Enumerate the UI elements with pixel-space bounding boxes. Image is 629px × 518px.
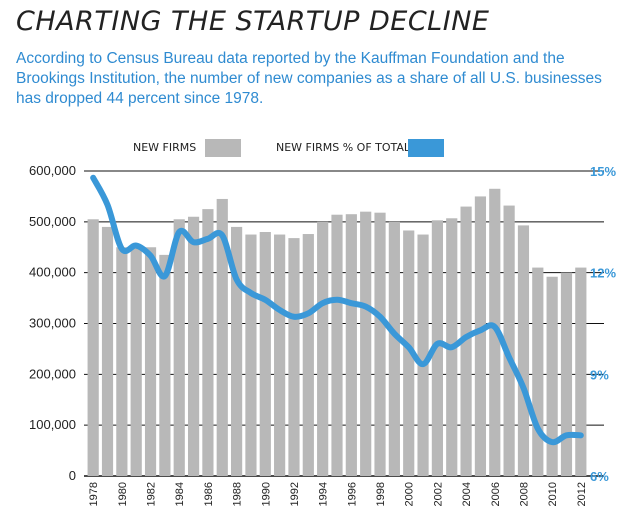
y-right-tick-label: 15% <box>590 164 616 179</box>
y-left-tick-label: 400,000 <box>29 265 76 280</box>
x-tick-label: 1994 <box>318 482 330 506</box>
x-tick-label: 2006 <box>490 482 502 506</box>
legend-swatch-new-firms <box>205 139 241 157</box>
y-right-tick-label: 9% <box>590 367 609 382</box>
x-tick-label: 2000 <box>404 482 416 506</box>
bar-new-firms <box>403 230 415 476</box>
y-left-tick-label: 600,000 <box>29 163 76 178</box>
bar-new-firms <box>288 238 300 476</box>
chart-title: CHARTING THE STARTUP DECLINE <box>16 6 490 37</box>
bar-new-firms <box>231 226 243 476</box>
x-tick-label: 2010 <box>547 482 559 506</box>
bar-new-firms <box>460 206 472 477</box>
bar-new-firms <box>216 198 228 477</box>
bar-new-firms <box>546 276 558 476</box>
x-tick-label: 1998 <box>375 482 387 506</box>
x-tick-label: 1988 <box>232 482 244 506</box>
y-left-tick-label: 300,000 <box>29 316 76 331</box>
bar-new-firms <box>130 244 142 476</box>
bar-new-firms <box>388 221 400 476</box>
bar-new-firms <box>202 209 214 476</box>
x-tick-label: 1992 <box>289 482 301 506</box>
bar-new-firms <box>345 214 357 477</box>
bar-new-firms <box>532 267 544 476</box>
x-tick-label: 1980 <box>117 482 129 506</box>
x-tick-label: 2008 <box>518 482 530 506</box>
bar-new-firms <box>87 219 99 476</box>
legend-label-new-firms: NEW FIRMS <box>133 141 196 154</box>
x-tick-label: 2002 <box>432 482 444 506</box>
legend: NEW FIRMS NEW FIRMS % OF TOTAL <box>133 139 444 157</box>
x-axis-ticks: 1978 1980 1982 1984 1986 1988 1990 1992 1994 1996… <box>88 482 588 506</box>
bar-new-firms <box>173 219 185 476</box>
line-series <box>90 174 584 446</box>
bar-new-firms <box>302 234 314 476</box>
y-left-tick-label: 0 <box>69 468 76 483</box>
bar-new-firms <box>159 254 171 476</box>
y-right-tick-label: 12% <box>590 266 616 281</box>
gridlines <box>84 170 604 477</box>
legend-swatch-new-firms-pct <box>408 139 444 157</box>
x-tick-label: 1984 <box>174 482 186 506</box>
x-tick-label: 1978 <box>88 482 100 506</box>
bar-new-firms <box>245 234 257 476</box>
bars <box>87 188 587 477</box>
bar-new-firms <box>259 232 271 476</box>
bar-new-firms <box>360 211 372 476</box>
x-tick-label: 1986 <box>203 482 215 506</box>
bar-new-firms <box>417 234 429 476</box>
bar-new-firms <box>144 247 157 476</box>
x-tick-label: 1982 <box>146 482 158 506</box>
y-left-tick-label: 100,000 <box>29 417 76 432</box>
bar-new-firms <box>317 221 329 476</box>
bar-new-firms <box>503 205 515 477</box>
legend-label-new-firms-pct: NEW FIRMS % OF TOTAL <box>276 141 411 154</box>
bar-new-firms <box>374 212 386 476</box>
bar-new-firms <box>489 188 501 476</box>
bar-new-firms <box>101 226 114 476</box>
bar-new-firms <box>575 267 587 476</box>
x-tick-label: 2012 <box>576 482 588 506</box>
bar-new-firms <box>331 214 343 476</box>
y-left-tick-label: 500,000 <box>29 214 76 229</box>
line-new-firms-pct <box>90 174 584 446</box>
y-right-tick-label: 6% <box>590 469 609 484</box>
bar-new-firms <box>274 234 286 476</box>
x-tick-label: 1996 <box>346 482 358 506</box>
bar-new-firms <box>431 220 443 476</box>
bar-new-firms <box>116 247 128 476</box>
bar-new-firms <box>187 216 200 476</box>
bar-new-firms <box>474 196 487 476</box>
left-axis-ticks: 0 100,000 200,000 300,000 400,000 500,000 600,… <box>29 163 76 483</box>
x-tick-label: 2004 <box>461 482 473 506</box>
right-axis-ticks: 6% 9% 12% 15% <box>590 164 616 484</box>
y-left-tick-label: 200,000 <box>29 366 76 381</box>
bar-new-firms <box>517 225 530 476</box>
bar-new-firms <box>560 272 573 476</box>
chart-subtitle: According to Census Bureau data reported… <box>16 50 602 107</box>
x-tick-label: 1990 <box>260 482 272 506</box>
